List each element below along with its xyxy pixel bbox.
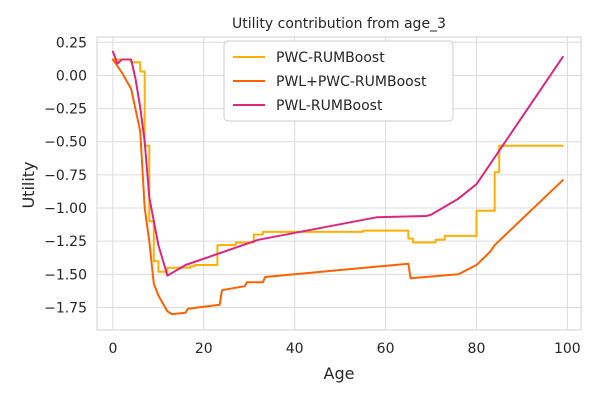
legend-label-pwl: PWL-RUMBoost [276,98,383,114]
y-tick-label: −0.50 [44,135,87,151]
x-tick-label: 60 [377,341,395,357]
legend: PWC-RUMBoost PWL+PWC-RUMBoost PWL-RUMBoo… [223,40,454,122]
x-tick-label: 100 [554,341,581,357]
pwl-rumboost-line [111,50,564,277]
y-tick-label: −0.25 [44,102,87,118]
x-axis-title: Age [324,364,355,383]
x-tick-label: 80 [468,341,486,357]
x-tick-label: 40 [286,341,304,357]
y-tick-labels: 0.25 0.00 −0.25 −0.50 −0.75 −1.00 −1.25 −1.50 −1… [44,35,87,316]
y-tick-label: −1.25 [44,234,87,250]
y-tick-label: −1.00 [44,201,87,217]
x-tick-labels: 0 20 40 60 80 100 [108,341,580,357]
y-tick-label: −1.50 [44,267,87,283]
pwl-pwc-rumboost-line [111,58,564,316]
y-tick-label: −0.75 [44,168,87,184]
legend-box [223,40,454,122]
y-tick-label: −1.75 [44,300,87,316]
x-tick-label: 20 [195,341,213,357]
y-tick-label: 0.00 [56,68,87,84]
legend-label-pwl-pwc: PWL+PWC-RUMBoost [276,74,427,90]
plot-frame [96,36,582,331]
y-tick-label: 0.25 [56,35,87,51]
x-tick-label: 0 [108,341,117,357]
series-group [111,50,564,316]
legend-label-pwc: PWC-RUMBoost [276,50,385,66]
y-axis-title: Utility [19,161,38,208]
pwc-rumboost-line [111,58,564,273]
chart-title: Utility contribution from age_3 [232,16,446,32]
